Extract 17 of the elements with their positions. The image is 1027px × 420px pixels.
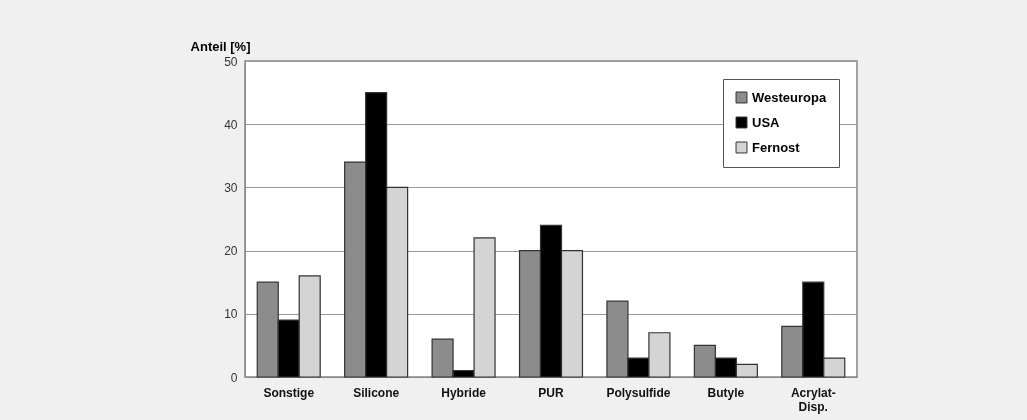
y-tick-label: 50 <box>224 54 238 69</box>
y-tick-label: 20 <box>224 244 238 259</box>
legend-label: USA <box>752 114 781 130</box>
x-tick-label: Hybride <box>441 385 487 400</box>
x-tick-label: Acrylat-Disp. <box>790 385 836 414</box>
y-tick-label: 10 <box>224 307 238 322</box>
x-tick-label: Sonstige <box>263 385 315 400</box>
y-tick-label: 0 <box>230 370 238 385</box>
y-tick-label: 40 <box>224 117 238 132</box>
y-axis-title: Anteil [%] <box>190 38 251 54</box>
x-tick-label: PUR <box>538 385 564 400</box>
legend-label: Westeuropa <box>752 89 827 105</box>
x-tick-label: Silicone <box>353 385 400 400</box>
x-tick-label: Butyle <box>707 385 745 400</box>
x-tick-label: Polysulfide <box>606 385 671 400</box>
legend-label: Fernost <box>752 139 801 155</box>
y-tick-label: 30 <box>224 180 238 195</box>
